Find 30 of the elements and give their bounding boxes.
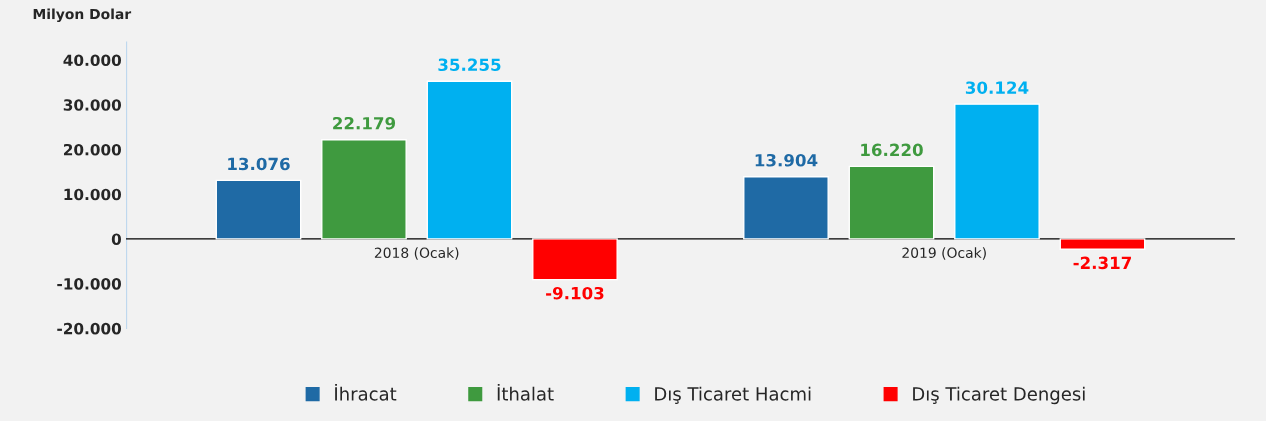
data-label: 13.076 bbox=[228, 157, 290, 171]
bar bbox=[743, 176, 829, 240]
y-tick-label: 0 bbox=[111, 233, 122, 245]
data-label: -2.317 bbox=[1073, 256, 1131, 270]
y-tick-label: -10.000 bbox=[57, 278, 122, 290]
y-tick-label: 30.000 bbox=[63, 99, 122, 111]
y-axis-title: Milyon Dolar bbox=[33, 8, 132, 23]
data-label: 22.179 bbox=[333, 116, 396, 130]
bar bbox=[321, 139, 407, 240]
legend-label: İhracat bbox=[335, 383, 397, 401]
bar bbox=[215, 179, 302, 240]
data-label: 16.220 bbox=[861, 143, 923, 157]
legend-label: Dış Ticaret Dengesi bbox=[913, 386, 1085, 405]
y-tick-label: 20.000 bbox=[63, 143, 122, 156]
bar bbox=[1059, 238, 1146, 250]
data-label: -9.103 bbox=[546, 286, 604, 300]
data-label: 13.904 bbox=[755, 153, 818, 167]
data-label: 30.124 bbox=[965, 81, 1029, 94]
bar bbox=[848, 165, 935, 240]
y-tick-label: 40.000 bbox=[63, 54, 122, 67]
x-tick-label: 2018 (Ocak) bbox=[374, 247, 459, 260]
y-tick-label: -20.000 bbox=[57, 322, 122, 335]
x-tick-label: 2019 (Ocak) bbox=[902, 247, 986, 260]
bar bbox=[426, 80, 513, 240]
legend-label: Dış Ticaret Hacmi bbox=[655, 386, 811, 404]
data-label: 35.255 bbox=[438, 58, 501, 72]
bar bbox=[532, 238, 618, 281]
bar bbox=[954, 103, 1040, 240]
y-tick-label: 10.000 bbox=[64, 188, 122, 201]
legend-label: İthalat bbox=[497, 383, 554, 401]
